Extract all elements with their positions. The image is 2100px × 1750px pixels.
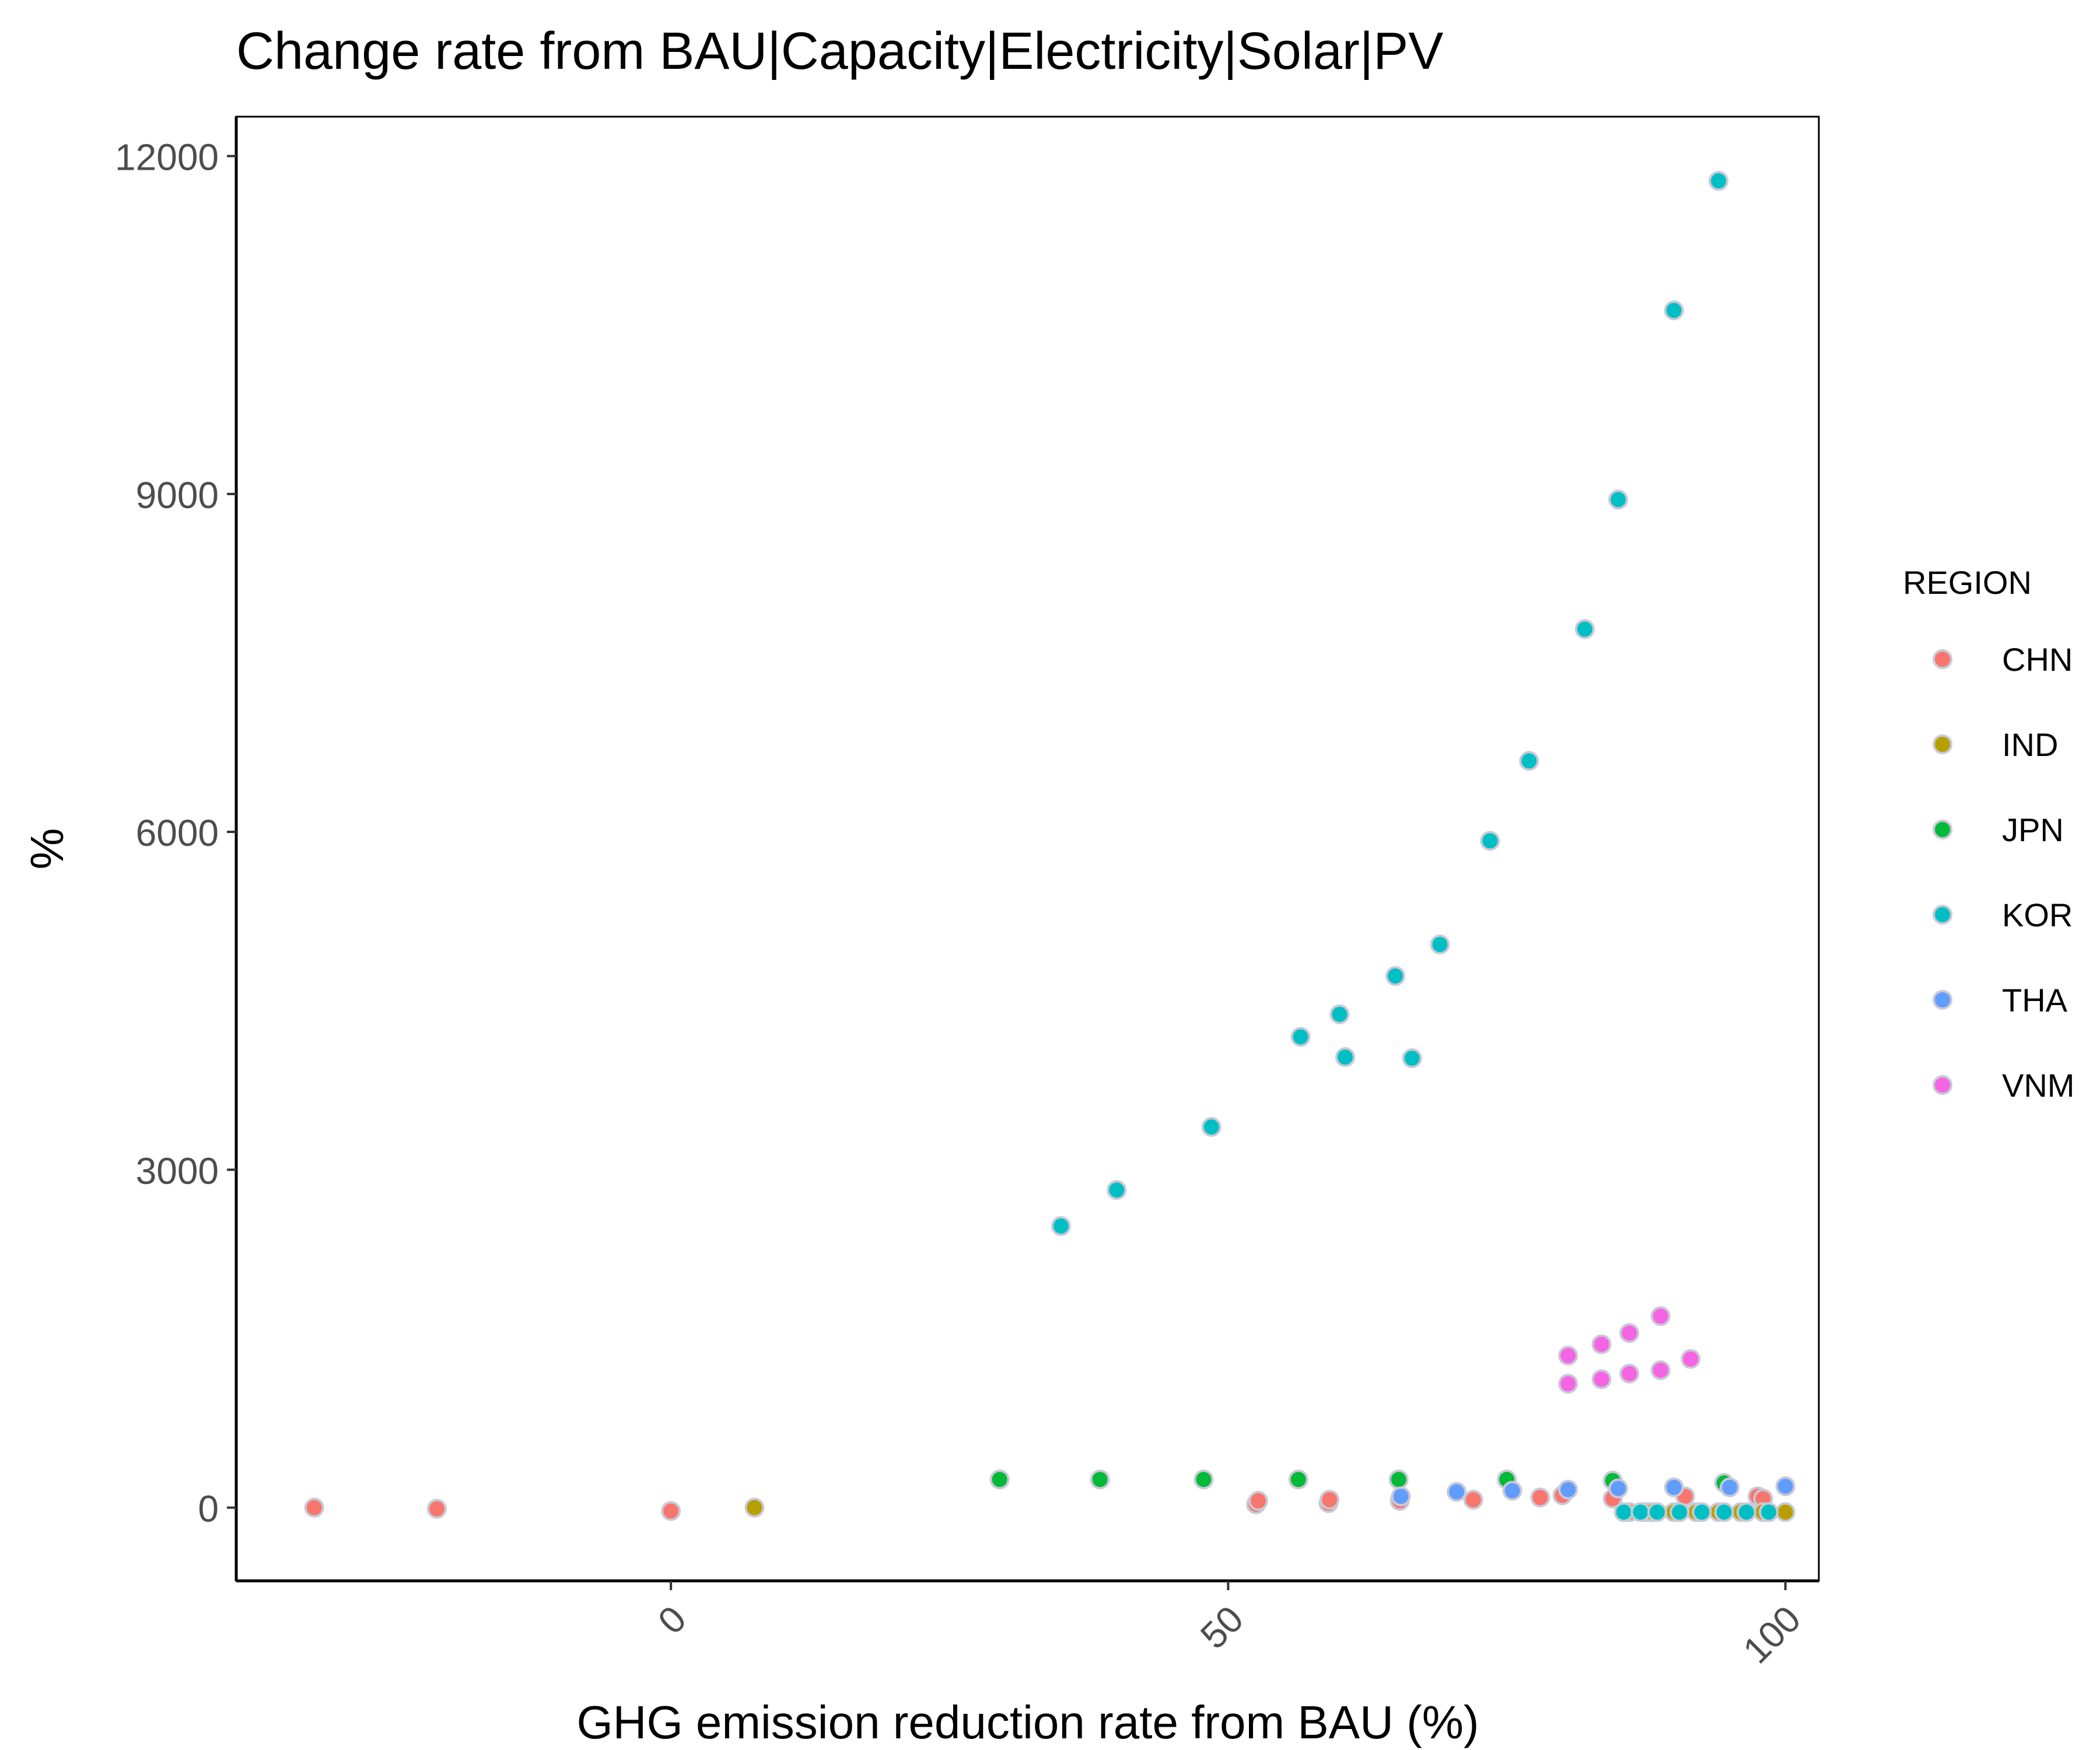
- data-point-kor: [1714, 1502, 1734, 1522]
- data-point-tha: [1391, 1486, 1411, 1507]
- data-point-vnm: [1558, 1345, 1578, 1366]
- data-point-jpn: [1388, 1469, 1409, 1490]
- legend-key-kor: [1933, 905, 1952, 925]
- data-point-vnm: [1619, 1363, 1640, 1384]
- data-point-tha: [1664, 1477, 1684, 1497]
- legend-label-vnm: VNM: [2002, 1067, 2074, 1104]
- data-point-tha: [1502, 1480, 1522, 1501]
- plot-area: [304, 171, 1796, 1522]
- data-point-kor: [1402, 1048, 1422, 1069]
- data-point-kor: [1664, 300, 1684, 321]
- legend-key-chn: [1933, 649, 1952, 669]
- data-point-kor: [1480, 831, 1500, 851]
- data-point-kor: [1335, 1047, 1356, 1068]
- y-tick-label: 12000: [115, 136, 219, 178]
- data-point-kor: [1759, 1502, 1779, 1522]
- data-point-jpn: [1090, 1469, 1110, 1490]
- y-tick-label: 0: [198, 1488, 219, 1530]
- data-point-kor: [1519, 751, 1539, 771]
- y-tick-label: 3000: [136, 1150, 219, 1192]
- data-point-kor: [1430, 935, 1450, 955]
- data-point-vnm: [1650, 1306, 1671, 1326]
- data-point-chn: [1248, 1490, 1268, 1511]
- data-point-vnm: [1591, 1334, 1612, 1354]
- chart-title: Change rate from BAU|Capacity|Electricit…: [236, 22, 1443, 80]
- data-point-kor: [1709, 171, 1729, 191]
- data-point-kor: [1647, 1502, 1667, 1522]
- data-point-chn: [304, 1497, 324, 1518]
- legend-key-vnm: [1933, 1075, 1952, 1095]
- data-point-chn: [1320, 1489, 1340, 1510]
- y-tick-label: 6000: [136, 812, 219, 854]
- x-axis-label: GHG emission reduction rate from BAU (%): [576, 1696, 1479, 1748]
- legend-key-ind: [1933, 734, 1952, 754]
- data-point-kor: [1736, 1502, 1756, 1522]
- data-point-kor: [1385, 966, 1405, 986]
- data-point-jpn: [1194, 1469, 1214, 1490]
- data-point-kor: [1614, 1502, 1634, 1522]
- data-point-tha: [1558, 1479, 1578, 1500]
- data-point-kor: [1051, 1216, 1071, 1236]
- data-point-kor: [1574, 619, 1595, 639]
- y-tick-label: 9000: [136, 474, 219, 516]
- legend-title: REGION: [1903, 564, 2032, 601]
- data-point-tha: [1720, 1477, 1740, 1497]
- data-point-kor: [1329, 1004, 1350, 1024]
- data-point-kor: [1608, 489, 1629, 510]
- data-point-kor: [1692, 1502, 1712, 1522]
- legend-label-chn: CHN: [2002, 641, 2073, 678]
- data-point-vnm: [1650, 1360, 1671, 1380]
- data-point-chn: [426, 1499, 447, 1519]
- y-axis-label: %: [21, 828, 73, 869]
- data-point-vnm: [1619, 1323, 1640, 1343]
- legend-label-jpn: JPN: [2002, 811, 2064, 848]
- legend-label-kor: KOR: [2002, 897, 2073, 933]
- legend-key-jpn: [1933, 820, 1952, 839]
- data-point-vnm: [1558, 1374, 1578, 1394]
- data-point-kor: [1107, 1180, 1127, 1200]
- data-point-ind: [744, 1497, 765, 1518]
- data-point-chn: [661, 1501, 681, 1521]
- data-point-vnm: [1591, 1369, 1612, 1390]
- data-point-tha: [1775, 1476, 1796, 1496]
- data-point-jpn: [989, 1469, 1010, 1490]
- legend-label-tha: THA: [2002, 982, 2068, 1019]
- data-point-vnm: [1681, 1349, 1701, 1369]
- data-points: [304, 171, 1796, 1522]
- data-point-kor: [1630, 1502, 1651, 1522]
- data-point-chn: [1463, 1489, 1483, 1510]
- data-point-kor: [1290, 1027, 1311, 1047]
- legend-key-tha: [1933, 990, 1952, 1010]
- data-point-kor: [1201, 1116, 1222, 1137]
- data-point-tha: [1447, 1482, 1467, 1502]
- data-point-ind: [1775, 1502, 1796, 1522]
- legend-label-ind: IND: [2002, 726, 2058, 763]
- data-point-chn: [1530, 1488, 1550, 1508]
- legend: REGION CHN IND JPN KOR THA VNM: [1903, 564, 2074, 1104]
- data-point-kor: [1670, 1502, 1690, 1522]
- data-point-jpn: [1288, 1469, 1308, 1490]
- data-point-tha: [1608, 1478, 1629, 1499]
